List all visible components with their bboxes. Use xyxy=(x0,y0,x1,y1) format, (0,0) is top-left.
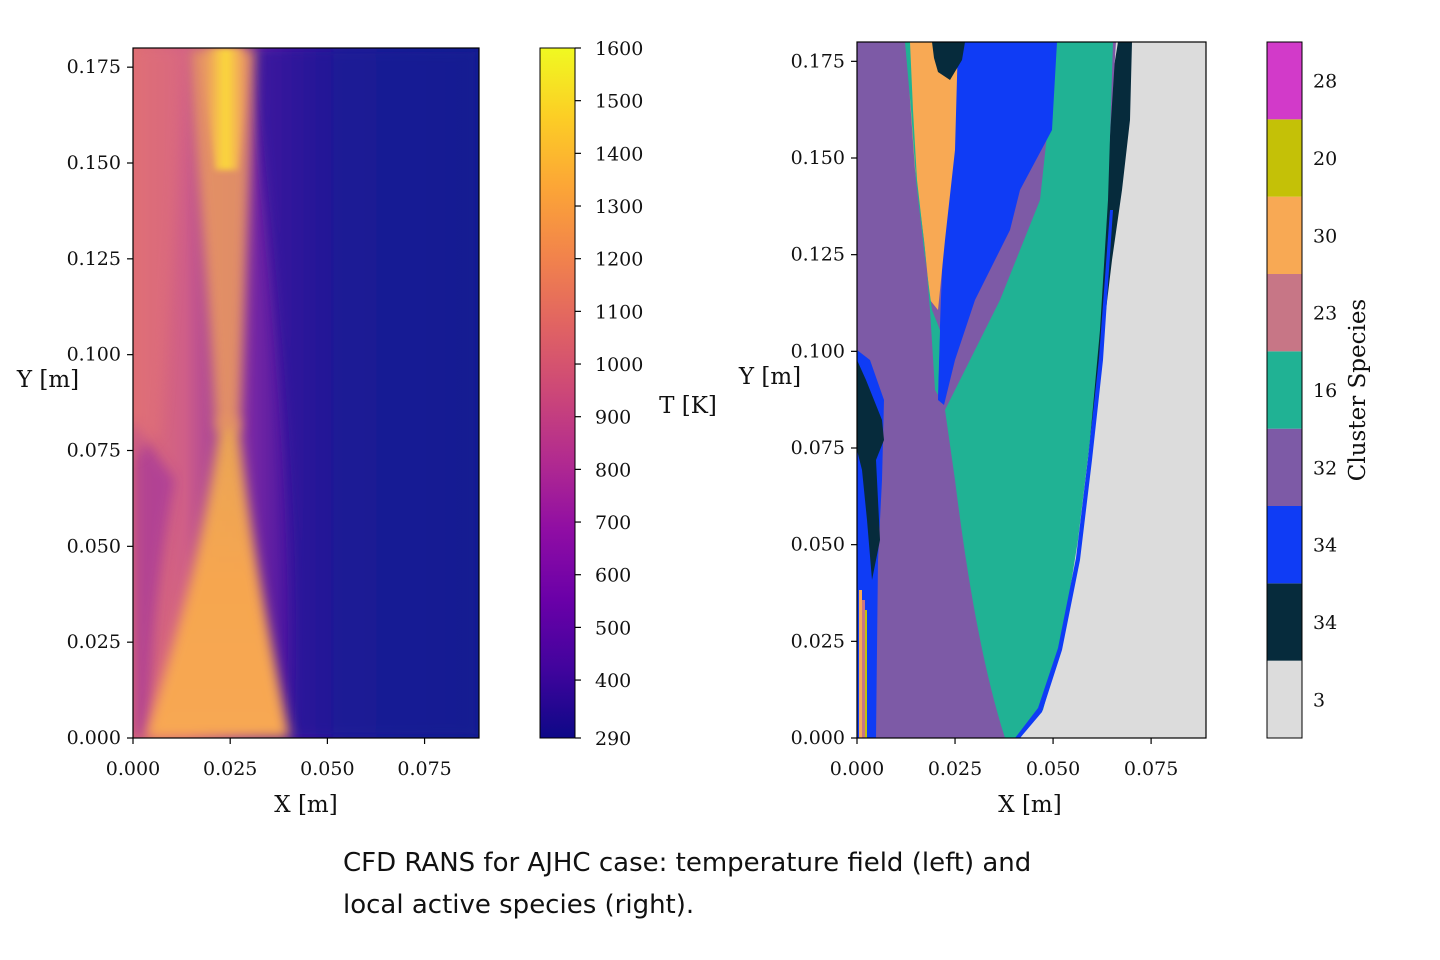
temperature-y-tick-label: 0.175 xyxy=(67,56,121,78)
species-colorbar-swatch xyxy=(1267,506,1302,584)
species-colorbar-swatch xyxy=(1267,428,1302,506)
temperature-y-tick-label: 0.050 xyxy=(67,535,121,557)
species-colorbar-tick-label: 28 xyxy=(1313,71,1337,93)
temperature-colorbar-tick-label: 400 xyxy=(595,670,631,692)
species-colorbar-tick-label: 34 xyxy=(1313,612,1337,634)
temperature-x-tick-label: 0.075 xyxy=(397,758,451,780)
temperature-x-tick-label: 0.000 xyxy=(106,758,160,780)
temperature-colorbar-tick-label: 1600 xyxy=(595,38,643,60)
temperature-heatmap xyxy=(133,48,479,738)
species-y-tick-label: 0.150 xyxy=(791,147,845,169)
temperature-colorbar: 290 400 500 600 700 800 900 1000 1100 1200 1300 140… xyxy=(539,38,717,750)
species-colorbar-swatch xyxy=(1267,196,1302,274)
species-y-axis-label: Y [m] xyxy=(738,364,801,390)
temperature-y-tick-label: 0.075 xyxy=(67,440,121,462)
species-colorbar-swatch xyxy=(1267,42,1302,120)
species-x-tick-label: 0.025 xyxy=(928,758,982,780)
species-axes: 0.000 0.025 0.050 0.075 0.000 0.025 0.050 0.075… xyxy=(791,50,1179,780)
species-colorbar-swatch xyxy=(1267,351,1302,429)
species-x-tick-label: 0.000 xyxy=(830,758,884,780)
temperature-colorbar-tick-label: 900 xyxy=(595,407,631,429)
species-y-tick-label: 0.175 xyxy=(791,50,845,72)
temperature-y-tick-label: 0.025 xyxy=(67,631,121,653)
species-y-tick-label: 0.075 xyxy=(791,437,845,459)
temperature-panel: 0.000 0.025 0.050 0.075 0.000 0.025 0.050 0.075… xyxy=(16,47,480,818)
temperature-y-axis-label: Y [m] xyxy=(16,367,79,393)
species-colorbar-label: Cluster Species xyxy=(1345,299,1371,481)
caption-line-1: CFD RANS for AJHC case: temperature fiel… xyxy=(343,848,1032,878)
temperature-colorbar-tick-label: 500 xyxy=(595,617,631,639)
temperature-colorbar-tick-label: 1400 xyxy=(595,143,643,165)
temperature-y-tick-label: 0.100 xyxy=(67,344,121,366)
species-colorbar-tick-label: 34 xyxy=(1313,535,1337,557)
species-colorbar-tick-label: 20 xyxy=(1313,148,1337,170)
temperature-colorbar-tick-label: 1500 xyxy=(595,91,643,113)
species-colorbar-tick-label: 16 xyxy=(1313,380,1337,402)
temperature-axes: 0.000 0.025 0.050 0.075 0.000 0.025 0.050 0.075… xyxy=(67,56,452,780)
temperature-y-tick-label: 0.150 xyxy=(67,152,121,174)
caption-line-2: local active species (right). xyxy=(343,890,695,920)
temperature-x-tick-label: 0.025 xyxy=(203,758,257,780)
species-colorbar-segments: 3 34 34 32 16 23 30 20 28 xyxy=(1267,42,1337,738)
temperature-x-tick-label: 0.050 xyxy=(300,758,354,780)
figure-caption: CFD RANS for AJHC case: temperature fiel… xyxy=(343,842,1103,926)
temperature-colorbar-label: T [K] xyxy=(659,393,717,419)
temperature-frame xyxy=(132,47,480,739)
temperature-colorbar-tick-label: 600 xyxy=(595,565,631,587)
species-y-tick-label: 0.025 xyxy=(791,630,845,652)
species-y-tick-label: 0.050 xyxy=(791,534,845,556)
temperature-colorbar-tick-label: 290 xyxy=(595,728,631,750)
temperature-colorbar-tick-label: 1100 xyxy=(595,301,643,323)
species-colorbar-tick-label: 23 xyxy=(1313,303,1337,325)
temperature-colorbar-tick-label: 800 xyxy=(595,459,631,481)
temperature-colorbar-tick-label: 700 xyxy=(595,512,631,534)
species-y-tick-label: 0.000 xyxy=(791,727,845,749)
species-colorbar-swatch xyxy=(1267,274,1302,352)
temperature-colorbar-gradient xyxy=(539,47,576,739)
species-panel: 0.000 0.025 0.050 0.075 0.000 0.025 0.050 0.075… xyxy=(738,41,1207,818)
temperature-colorbar-ticks: 290 400 500 600 700 800 900 1000 1100 1200 1300 140… xyxy=(575,38,643,750)
species-colorbar-tick-label: 32 xyxy=(1313,457,1337,479)
temperature-colorbar-tick-label: 1200 xyxy=(595,249,643,271)
species-x-tick-label: 0.050 xyxy=(1026,758,1080,780)
species-y-tick-label: 0.100 xyxy=(791,340,845,362)
species-frame xyxy=(856,41,1207,739)
species-y-tick-label: 0.125 xyxy=(791,244,845,266)
temperature-colorbar-tick-label: 1000 xyxy=(595,354,643,376)
species-colorbar-swatch xyxy=(1267,119,1302,197)
temperature-y-tick-label: 0.000 xyxy=(67,727,121,749)
temperature-y-tick-label: 0.125 xyxy=(67,248,121,270)
species-colorbar-swatch xyxy=(1267,660,1302,738)
species-colorbar-tick-label: 3 xyxy=(1313,689,1325,711)
species-colorbar-swatch xyxy=(1267,583,1302,661)
temperature-x-axis-label: X [m] xyxy=(274,792,337,818)
species-colorbar: 3 34 34 32 16 23 30 20 28 Cluster Species xyxy=(1266,41,1371,739)
species-map xyxy=(857,42,1206,738)
species-colorbar-tick-label: 30 xyxy=(1313,225,1337,247)
species-colorbar-frame xyxy=(1266,41,1303,739)
species-x-axis-label: X [m] xyxy=(998,792,1061,818)
species-x-tick-label: 0.075 xyxy=(1124,758,1178,780)
temperature-colorbar-tick-label: 1300 xyxy=(595,196,643,218)
